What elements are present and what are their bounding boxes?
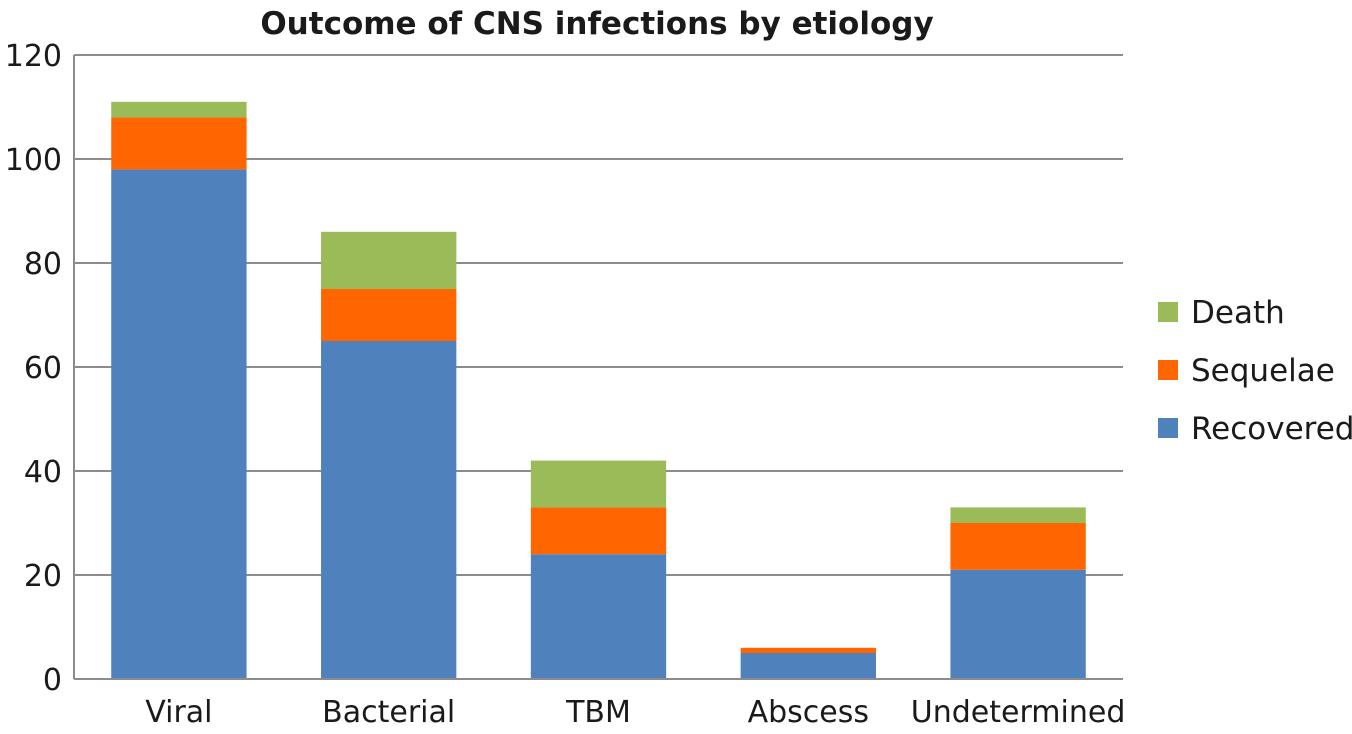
gridlines (74, 54, 1123, 576)
bar-recovered-tbm (530, 554, 667, 679)
bar-recovered-abscess (740, 653, 876, 679)
x-tick-label: Bacterial (322, 695, 455, 730)
x-tick-label: Undetermined (911, 695, 1126, 730)
legend-swatch-sequelae (1158, 360, 1178, 380)
legend-swatch-recovered (1158, 418, 1178, 438)
x-tick-label: Abscess (748, 695, 869, 730)
bars (111, 101, 1086, 679)
legend: Death Sequelae Recovered (1158, 295, 1352, 447)
bar-sequelae-tbm (530, 507, 667, 555)
chart-title: Outcome of CNS infections by etiology (260, 6, 933, 42)
bar-death-viral (111, 101, 247, 118)
legend-swatch-death (1158, 302, 1178, 322)
y-tick-label: 60 (24, 351, 62, 386)
legend-label-death: Death (1191, 295, 1285, 331)
bar-death-tbm (530, 460, 667, 508)
bar-recovered-viral (111, 169, 247, 679)
bar-sequelae-undetermined (950, 523, 1086, 570)
y-tick-label: 120 (5, 39, 62, 74)
y-tick-label: 40 (24, 455, 62, 490)
bar-recovered-bacterial (321, 341, 457, 679)
bar-sequelae-abscess (740, 647, 876, 653)
y-tick-label: 20 (24, 559, 62, 594)
y-tick-label: 80 (24, 247, 62, 282)
axes: 0 20 40 60 80 100 120 Viral Bacterial TBM Abscess U… (5, 39, 1126, 730)
bar-recovered-undetermined (950, 569, 1086, 679)
legend-label-recovered: Recovered (1191, 411, 1352, 447)
y-tick-label: 0 (43, 663, 62, 698)
bar-death-bacterial (321, 231, 457, 289)
bar-sequelae-bacterial (321, 289, 457, 341)
legend-label-sequelae: Sequelae (1191, 353, 1335, 389)
bar-death-undetermined (950, 507, 1086, 523)
bar-sequelae-viral (111, 117, 247, 170)
x-tick-label: TBM (565, 695, 631, 730)
y-tick-label: 100 (5, 143, 62, 178)
x-tick-label: Viral (145, 695, 212, 730)
